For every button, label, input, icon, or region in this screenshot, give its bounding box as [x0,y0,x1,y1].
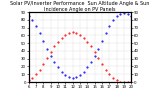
Title: Solar PV/Inverter Performance  Sun Altitude Angle & Sun Incidence Angle on PV Pa: Solar PV/Inverter Performance Sun Altitu… [10,1,150,12]
